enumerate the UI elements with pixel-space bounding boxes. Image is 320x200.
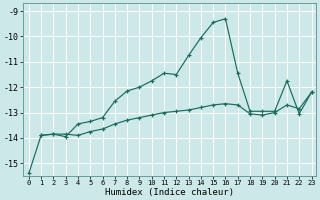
X-axis label: Humidex (Indice chaleur): Humidex (Indice chaleur) [105,188,234,197]
